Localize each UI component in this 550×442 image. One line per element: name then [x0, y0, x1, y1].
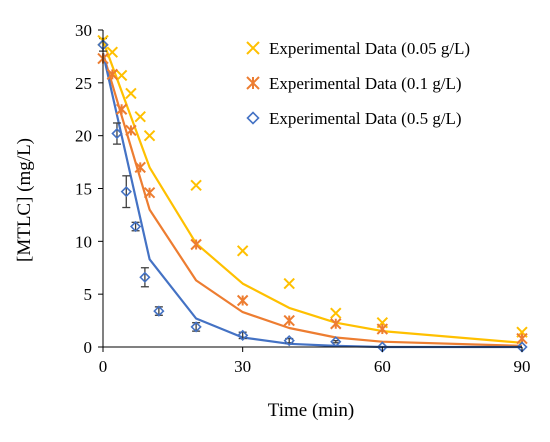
data-point-series-1-4-stroke-b — [125, 87, 137, 100]
data-point-series-1-6 — [143, 129, 156, 142]
data-point-series-3-2 — [111, 127, 123, 140]
fit-line-series-2 — [101, 52, 523, 347]
legend-marker-1-stroke-b — [246, 41, 260, 55]
data-point-series-2-7 — [190, 238, 202, 251]
x-tick-label-0: 0 — [99, 357, 108, 376]
data-point-series-2-11 — [376, 323, 389, 335]
data-point-series-2-6 — [143, 187, 156, 199]
y-tick-label-5: 5 — [84, 285, 93, 304]
y-tick-label-30: 30 — [75, 21, 92, 40]
legend-marker-3 — [246, 111, 260, 125]
y-tick-label-20: 20 — [75, 127, 92, 146]
error-bar-series-3-point-7 — [192, 322, 201, 332]
data-point-series-1-10 — [330, 307, 342, 319]
axes: 0 5 10 15 20 25 30 0 30 60 90 — [75, 21, 531, 376]
data-point-series-2-4 — [125, 124, 137, 137]
legend-entry-1: Experimental Data (0.05 g/L) — [246, 39, 470, 58]
data-point-series-3-3 — [120, 186, 132, 198]
x-tick-label-90: 90 — [514, 357, 531, 376]
legend-entry-2: Experimental Data (0.1 g/L) — [246, 74, 462, 93]
data-point-series-2-3 — [115, 103, 128, 115]
data-point-series-1-5 — [134, 110, 146, 123]
data-point-series-3-4 — [129, 220, 142, 233]
legend-entry-3: Experimental Data (0.5 g/L) — [246, 109, 462, 128]
data-point-series-3-7 — [190, 321, 202, 333]
data-point-series-1-4 — [125, 87, 137, 100]
y-axis-title: [MTLC] (mg/L) — [14, 138, 35, 262]
error-bar-series-3-point-8 — [238, 331, 247, 340]
data-point-series-2-5 — [134, 161, 146, 174]
data-point-series-2-9 — [283, 314, 295, 327]
fit-line-series-3 — [101, 52, 522, 349]
legend-marker-1 — [246, 41, 260, 55]
data-point-series-1-10-stroke-b — [330, 307, 342, 319]
data-point-series-1-9-stroke-b — [283, 277, 295, 290]
data-point-series-3-10 — [330, 336, 342, 348]
legend-label-2: Experimental Data (0.1 g/L) — [269, 74, 462, 93]
data-point-series-3-5 — [139, 271, 151, 283]
data-point-series-1-9 — [283, 277, 295, 290]
plot-area — [97, 34, 528, 353]
data-point-series-1-6-stroke-b — [143, 129, 156, 142]
x-tick-label-30: 30 — [234, 357, 251, 376]
fit-line-series-1 — [101, 40, 523, 344]
data-point-series-1-5-stroke-b — [134, 110, 146, 123]
error-bar-series-3-point-6 — [154, 306, 163, 316]
data-point-series-1-7-stroke-b — [190, 179, 202, 192]
data-point-series-2-10 — [330, 318, 342, 330]
y-tick-label-15: 15 — [75, 180, 92, 199]
error-bar-series-3-point-3 — [122, 175, 131, 209]
data-point-series-2-8 — [236, 294, 249, 307]
data-point-series-1-8 — [236, 245, 249, 257]
data-point-series-1-3-stroke-b — [115, 69, 128, 82]
error-bar-series-3-point-5 — [140, 267, 149, 288]
x-tick-label-60: 60 — [374, 357, 391, 376]
data-point-series-1-8-stroke-b — [236, 245, 249, 257]
error-bar-series-3-point-4 — [131, 221, 140, 232]
data-point-series-3-9 — [283, 335, 295, 347]
data-point-series-3-8 — [237, 329, 249, 342]
data-point-series-3-6 — [153, 305, 165, 317]
x-axis-title: Time (min) — [268, 400, 354, 421]
data-point-series-1-2-stroke-b — [106, 46, 119, 58]
legend-marker-2 — [246, 76, 260, 90]
data-point-series-2-2 — [106, 68, 119, 81]
legend: Experimental Data (0.05 g/L) Experimental… — [246, 39, 470, 128]
y-tick-label-10: 10 — [75, 232, 92, 251]
legend-label-3: Experimental Data (0.5 g/L) — [269, 109, 462, 128]
data-point-series-1-2 — [106, 46, 119, 58]
data-point-series-1-3 — [115, 69, 128, 82]
data-point-series-1-7 — [190, 179, 202, 192]
y-tick-label-25: 25 — [75, 74, 92, 93]
legend-label-1: Experimental Data (0.05 g/L) — [269, 39, 470, 58]
y-tick-label-0: 0 — [84, 338, 93, 357]
error-bar-series-3-point-2 — [112, 122, 121, 145]
